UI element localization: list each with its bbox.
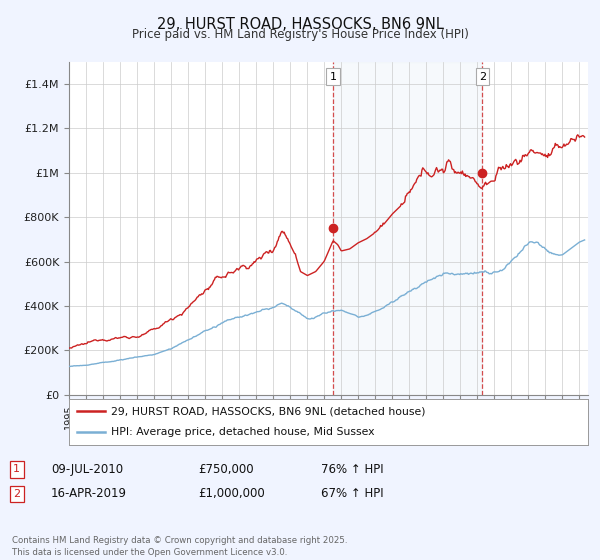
Text: 2: 2 [13, 489, 20, 499]
Text: 2: 2 [479, 72, 486, 82]
Text: Contains HM Land Registry data © Crown copyright and database right 2025.
This d: Contains HM Land Registry data © Crown c… [12, 536, 347, 557]
Text: 1: 1 [329, 72, 337, 82]
Text: 29, HURST ROAD, HASSOCKS, BN6 9NL: 29, HURST ROAD, HASSOCKS, BN6 9NL [157, 17, 443, 32]
Text: £750,000: £750,000 [198, 463, 254, 476]
Text: HPI: Average price, detached house, Mid Sussex: HPI: Average price, detached house, Mid … [110, 427, 374, 437]
Text: £1,000,000: £1,000,000 [198, 487, 265, 501]
Text: 16-APR-2019: 16-APR-2019 [51, 487, 127, 501]
Bar [333, 62, 482, 395]
Text: 76% ↑ HPI: 76% ↑ HPI [321, 463, 383, 476]
Text: 67% ↑ HPI: 67% ↑ HPI [321, 487, 383, 501]
Text: Price paid vs. HM Land Registry's House Price Index (HPI): Price paid vs. HM Land Registry's House … [131, 28, 469, 41]
Text: 1: 1 [13, 464, 20, 474]
Text: 29, HURST ROAD, HASSOCKS, BN6 9NL (detached house): 29, HURST ROAD, HASSOCKS, BN6 9NL (detac… [110, 406, 425, 416]
Text: 09-JUL-2010: 09-JUL-2010 [51, 463, 123, 476]
